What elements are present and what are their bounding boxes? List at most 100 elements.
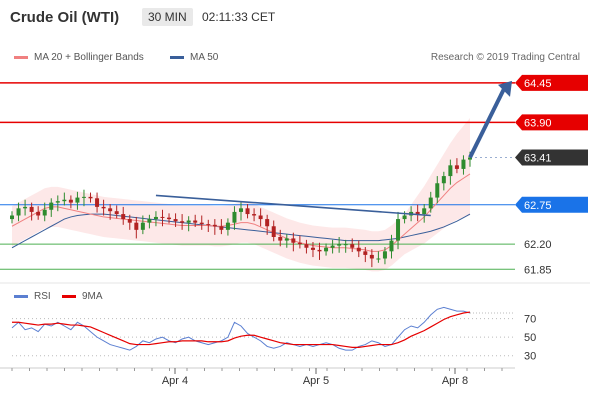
candle-body bbox=[232, 211, 237, 223]
candle-body bbox=[75, 197, 80, 203]
candle-body bbox=[68, 199, 73, 203]
candle-body bbox=[23, 206, 28, 209]
ma9-swatch bbox=[62, 294, 76, 298]
candle-body bbox=[422, 208, 427, 215]
candle-body bbox=[55, 201, 60, 203]
rsi-tick-label: 70 bbox=[524, 314, 536, 326]
candle-body bbox=[363, 251, 368, 255]
candle-body bbox=[441, 176, 446, 184]
candle-body bbox=[297, 242, 302, 245]
candle-body bbox=[252, 214, 257, 216]
ma50-line bbox=[11, 213, 471, 249]
bollinger-band bbox=[12, 118, 470, 272]
candle-body bbox=[310, 247, 315, 250]
candle-body bbox=[95, 198, 100, 207]
ma50-swatch bbox=[170, 55, 184, 59]
rsi-tick-label: 50 bbox=[524, 332, 536, 344]
time-axis-label: Apr 5 bbox=[303, 375, 329, 387]
candle-body bbox=[461, 159, 466, 169]
candle-body bbox=[278, 237, 283, 241]
candle-body bbox=[180, 221, 185, 223]
candle-body bbox=[291, 238, 296, 243]
timeframe-selector[interactable]: 30 MIN bbox=[142, 8, 193, 26]
candle-body bbox=[245, 208, 250, 215]
candle-body bbox=[114, 211, 119, 215]
candle-body bbox=[206, 224, 211, 226]
candle-body bbox=[160, 216, 165, 218]
candle-body bbox=[10, 215, 14, 220]
rsi-tick-label: 30 bbox=[524, 351, 536, 363]
ma20-swatch bbox=[14, 55, 28, 59]
ma50-legend-label: MA 50 bbox=[190, 52, 219, 63]
candle-body bbox=[389, 240, 394, 252]
candle-body bbox=[343, 244, 348, 246]
rsi-legend-label: RSI bbox=[34, 291, 51, 302]
candle-body bbox=[415, 211, 420, 215]
candle-body bbox=[317, 249, 322, 252]
price-tag-64.45 bbox=[515, 74, 588, 91]
candle-body bbox=[16, 208, 21, 216]
rsi-line bbox=[11, 306, 471, 351]
price-label-62.75: 62.75 bbox=[524, 200, 552, 212]
candle-body bbox=[382, 251, 387, 259]
candle-body bbox=[42, 209, 47, 216]
projection-arrow-head bbox=[498, 80, 512, 97]
candle-body bbox=[356, 247, 361, 252]
candle-body bbox=[167, 217, 172, 220]
candle-body bbox=[239, 208, 243, 212]
price-label-61.85: 61.85 bbox=[524, 264, 552, 276]
candle-body bbox=[265, 219, 270, 227]
time-axis-label: Apr 8 bbox=[442, 375, 468, 387]
credit-text: Research © 2019 Trading Central bbox=[430, 52, 580, 63]
candle-body bbox=[212, 224, 217, 227]
candle-body bbox=[304, 244, 309, 248]
candle-body bbox=[62, 199, 67, 202]
candle-body bbox=[81, 196, 86, 198]
candle-body bbox=[88, 196, 93, 199]
candle-body bbox=[193, 220, 198, 223]
time-axis: Apr 4 Apr 5 Apr 8 bbox=[0, 367, 515, 387]
candle-body bbox=[147, 219, 152, 223]
chart-title: Crude Oil (WTI) bbox=[10, 9, 120, 26]
candle-body bbox=[140, 222, 145, 230]
price-label-63.41: 63.41 bbox=[524, 152, 552, 164]
candle-body bbox=[101, 206, 106, 209]
candle-body bbox=[134, 222, 139, 230]
ma20-legend-label: MA 20 + Bollinger Bands bbox=[34, 52, 144, 63]
price-tag-62.75 bbox=[515, 196, 588, 213]
candle-body bbox=[337, 244, 342, 246]
ma9-legend: 9MA bbox=[62, 291, 103, 302]
candle-body bbox=[435, 183, 440, 198]
candle-body bbox=[271, 226, 276, 237]
candle-body bbox=[173, 219, 178, 222]
candle-body bbox=[108, 208, 113, 212]
candle-body bbox=[350, 244, 355, 248]
price-label-62.20: 62.20 bbox=[524, 239, 552, 251]
candle-body bbox=[225, 222, 230, 230]
candle-body bbox=[376, 258, 381, 260]
candle-body bbox=[153, 216, 158, 220]
candle-body bbox=[121, 214, 126, 220]
rsi-swatch bbox=[14, 294, 28, 298]
candle-body bbox=[258, 215, 263, 220]
ma20-legend: MA 20 + Bollinger Bands bbox=[14, 52, 144, 63]
header: Crude Oil (WTI) 30 MIN 02:11:33 CET bbox=[0, 0, 590, 36]
projection-arrow-shaft bbox=[468, 88, 506, 159]
candle-body bbox=[402, 215, 407, 220]
price-label-63.90: 63.90 bbox=[524, 117, 552, 129]
candle-body bbox=[49, 202, 54, 210]
price-tag-63.90 bbox=[515, 114, 588, 131]
candle-body bbox=[199, 222, 204, 225]
main-plot: 64.45 63.90 63.41 62.75 62.20 61.85 bbox=[0, 74, 590, 284]
candle-body bbox=[448, 165, 453, 177]
candle-body bbox=[29, 206, 34, 212]
candle-body bbox=[186, 220, 191, 223]
candle-body bbox=[468, 157, 472, 160]
candle-body bbox=[428, 197, 433, 209]
ma9-legend-label: 9MA bbox=[82, 291, 103, 302]
rsi-plot: 30 50 70 bbox=[11, 306, 536, 363]
timestamp: 02:11:33 CET bbox=[202, 10, 276, 24]
candle-body bbox=[284, 238, 289, 241]
time-axis-label: Apr 4 bbox=[162, 375, 188, 387]
